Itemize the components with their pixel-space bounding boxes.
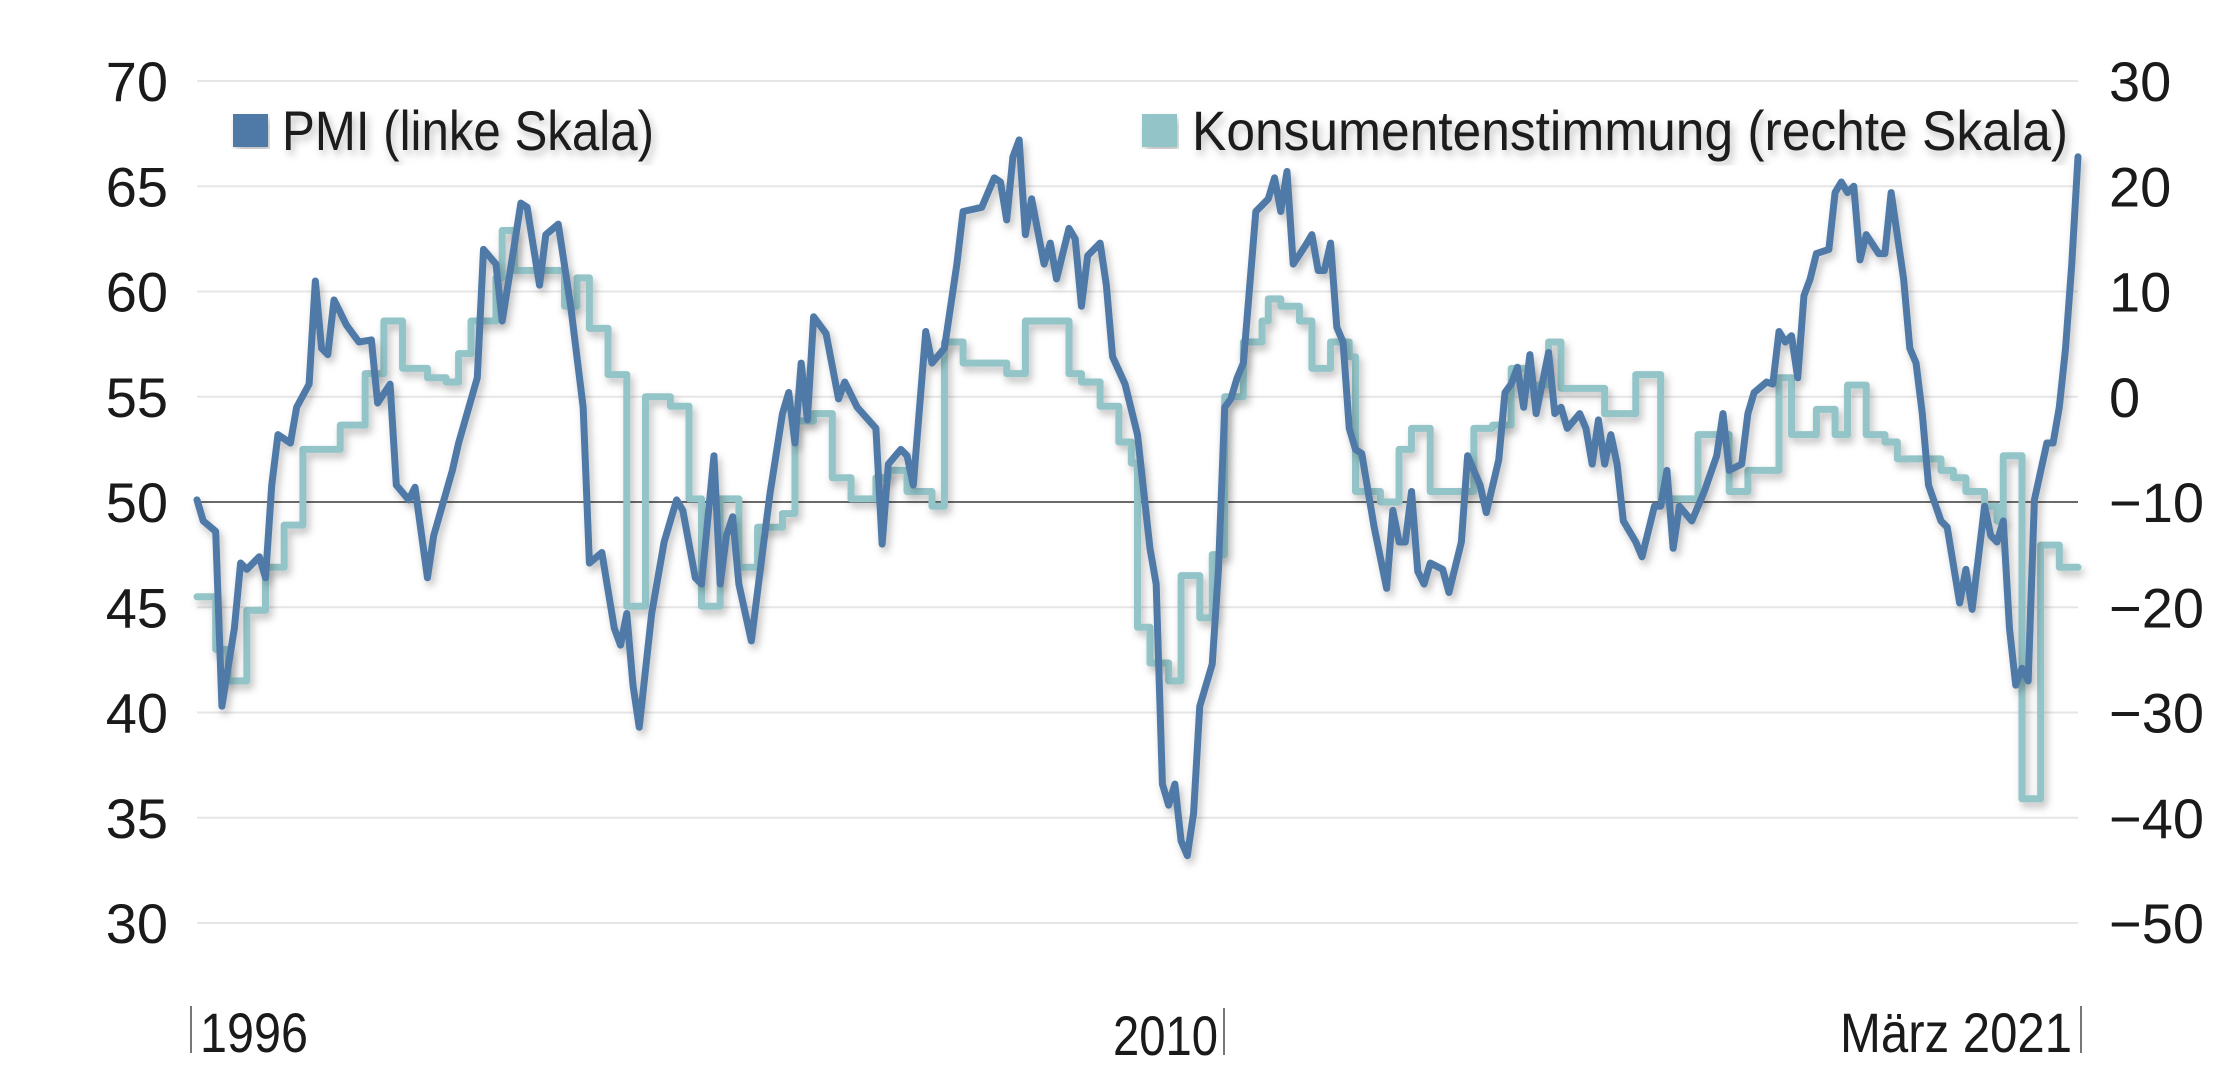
right-tick-label: 20	[2109, 155, 2171, 218]
series-line-pmi	[193, 136, 2082, 860]
right-tick-label: 30	[2109, 50, 2171, 113]
left-tick-label: 65	[106, 155, 168, 218]
left-tick-label: 30	[106, 892, 168, 955]
left-axis: 70 65 60 55 50 45 40 35 30	[106, 50, 168, 955]
series-layer	[193, 136, 2082, 860]
legend-swatch-pmi	[233, 114, 268, 147]
x-tick-label-2010: 2010	[1113, 1004, 1218, 1067]
right-tick-label: 10	[2109, 261, 2171, 324]
x-axis: 1996 2010 März 2021	[190, 1001, 2082, 1067]
x-tick-label-1996: 1996	[200, 1001, 308, 1064]
left-tick-label: 50	[106, 471, 168, 534]
left-tick-label: 70	[106, 50, 168, 113]
legend-label-konsumentenstimmung: Konsumentenstimmung (rechte Skala)	[1192, 99, 2068, 162]
left-tick-label: 40	[106, 682, 168, 745]
left-tick-label: 45	[106, 576, 168, 639]
legend: PMI (linke Skala) Konsumentenstimmung (r…	[233, 99, 2068, 162]
legend-swatch-konsumentenstimmung	[1142, 114, 1177, 147]
series-line-konsumentenstimmung	[193, 226, 2082, 803]
left-tick-label: 55	[106, 366, 168, 429]
right-tick-label: −50	[2109, 892, 2204, 955]
right-tick-label: −20	[2109, 576, 2204, 639]
right-tick-label: −10	[2109, 471, 2204, 534]
right-tick-label: −30	[2109, 682, 2204, 745]
right-axis: 30 20 10 0 −10 −20 −30 −40 −50	[2109, 50, 2204, 955]
legend-label-pmi: PMI (linke Skala)	[282, 99, 654, 162]
x-tick-label-maerz-2021: März 2021	[1840, 1001, 2072, 1064]
left-tick-label: 35	[106, 787, 168, 850]
left-tick-label: 60	[106, 261, 168, 324]
right-tick-label: −40	[2109, 787, 2204, 850]
right-tick-label: 0	[2109, 366, 2140, 429]
